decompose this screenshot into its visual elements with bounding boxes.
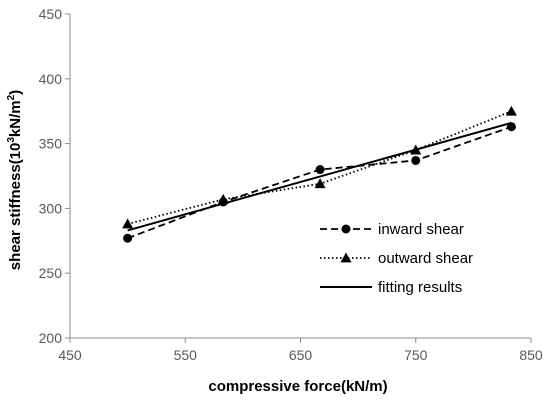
legend: inward shear outward shear fitting results — [320, 221, 473, 296]
y-axis-title-sup2: 2 — [6, 94, 17, 100]
legend-label-0: inward shear — [378, 221, 464, 238]
x-axis-title: compressive force(kN/m) — [208, 378, 387, 395]
data-point-1-2 — [314, 178, 326, 189]
data-point-0-0 — [123, 233, 133, 243]
series-0 — [123, 122, 516, 243]
y-axis-title: shear stiffness(103kN/m2) — [6, 90, 24, 270]
y-axis-title-sup: 3 — [6, 137, 17, 143]
y-axis-title-mid: kN/m — [7, 100, 24, 137]
series-layer — [122, 105, 517, 243]
data-point-1-1 — [217, 193, 229, 204]
legend-marker-0 — [341, 224, 351, 234]
y-tick-label: 200 — [39, 330, 63, 346]
legend-label-2: fitting results — [378, 279, 462, 296]
x-tick-label: 550 — [174, 347, 198, 363]
axes: 200 250 300 350 400 450 450 550 650 750 850 — [39, 6, 543, 363]
data-point-1-4 — [505, 105, 517, 116]
y-tick-label: 350 — [39, 136, 63, 152]
x-tick-label: 750 — [404, 347, 428, 363]
series-line-2 — [127, 121, 512, 232]
x-tick-label: 450 — [58, 347, 82, 363]
y-axis-title-main: shear stiffness(10 — [7, 143, 24, 271]
legend-item-2: fitting results — [320, 279, 462, 296]
data-point-1-0 — [122, 218, 134, 229]
y-tick-label: 300 — [39, 200, 63, 216]
y-tick-label: 400 — [39, 71, 63, 87]
legend-item-1: outward shear — [320, 250, 473, 267]
legend-label-1: outward shear — [378, 250, 473, 267]
x-tick-label: 850 — [519, 347, 543, 363]
x-tick-label: 650 — [289, 347, 313, 363]
y-tick-label: 250 — [39, 265, 63, 281]
data-point-0-2 — [315, 165, 325, 175]
data-point-0-3 — [411, 155, 421, 165]
series-2 — [127, 121, 512, 232]
legend-item-0: inward shear — [320, 221, 464, 238]
legend-marker-1 — [340, 252, 352, 263]
y-tick-label: 450 — [39, 6, 63, 22]
y-axis-title-end: ) — [7, 90, 24, 95]
